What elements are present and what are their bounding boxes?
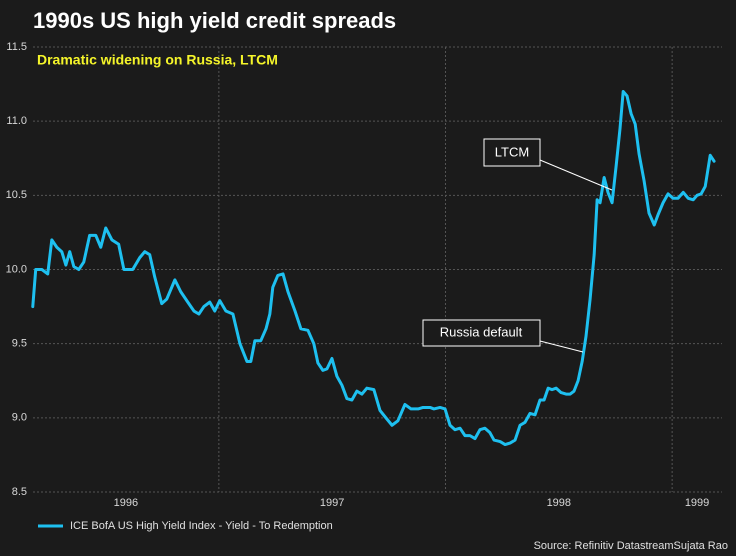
chart-title: 1990s US high yield credit spreads bbox=[33, 8, 396, 33]
x-tick-label: 1996 bbox=[114, 497, 138, 509]
y-tick-label: 8.5 bbox=[12, 486, 27, 498]
x-tick-label: 1997 bbox=[320, 497, 344, 509]
y-tick-label: 10.5 bbox=[6, 189, 27, 201]
x-tick-label: 1998 bbox=[547, 497, 571, 509]
annotation-connector bbox=[539, 340, 584, 353]
y-tick-label: 11.5 bbox=[6, 41, 27, 53]
y-tick-label: 9.5 bbox=[12, 338, 27, 350]
data-line bbox=[31, 90, 716, 447]
source: Source: Refinitiv DatastreamSujata Rao bbox=[534, 540, 728, 552]
annotation-text: LTCM bbox=[495, 144, 529, 159]
y-tick-label: 11.0 bbox=[6, 115, 27, 127]
legend-label: ICE BofA US High Yield Index - Yield - T… bbox=[70, 520, 333, 532]
y-tick-label: 10.0 bbox=[6, 263, 27, 275]
annotation-box bbox=[422, 319, 541, 347]
annotation-box bbox=[483, 138, 541, 167]
x-tick-label: 1999 bbox=[685, 497, 709, 509]
annotation-connector bbox=[539, 159, 613, 191]
annotation-text: Russia default bbox=[440, 324, 523, 339]
plot-area: 8.5 9.0 9.5 10.0 10.5 11.0 11.5 1996 1997 1998 199… bbox=[6, 41, 722, 509]
subtitle: Dramatic widening on Russia, LTCM bbox=[37, 52, 278, 68]
y-tick-label: 9.0 bbox=[12, 412, 27, 424]
